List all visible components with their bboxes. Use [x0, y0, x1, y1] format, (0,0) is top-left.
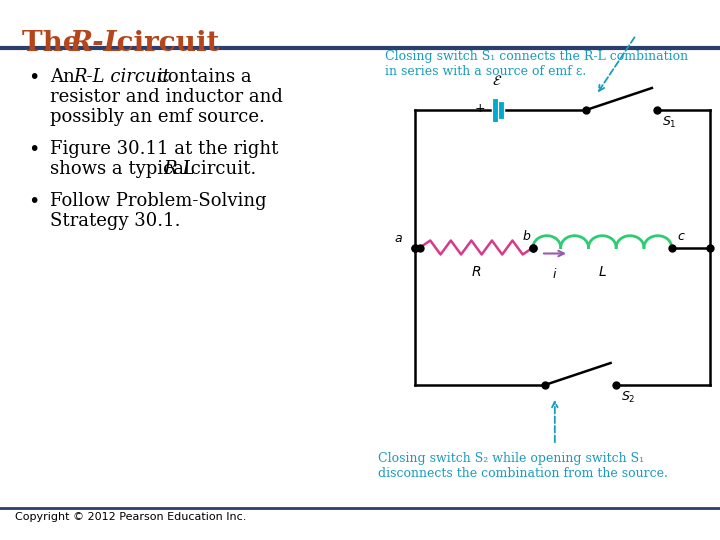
Text: Copyright © 2012 Pearson Education Inc.: Copyright © 2012 Pearson Education Inc.: [15, 512, 246, 522]
Text: $L$: $L$: [598, 266, 607, 280]
Text: •: •: [28, 192, 40, 211]
Text: $b$: $b$: [522, 228, 531, 242]
Text: $a$: $a$: [394, 232, 403, 245]
Text: contains a: contains a: [152, 68, 251, 86]
Text: $c$: $c$: [677, 230, 685, 242]
Text: shows a typical: shows a typical: [50, 160, 196, 178]
Text: $\mathcal{E}$: $\mathcal{E}$: [492, 74, 503, 88]
Text: circuit: circuit: [107, 30, 220, 57]
Text: R-L circuit: R-L circuit: [73, 68, 170, 86]
Text: resistor and inductor and: resistor and inductor and: [50, 88, 283, 106]
Text: Strategy 30.1.: Strategy 30.1.: [50, 212, 181, 230]
Text: possibly an emf source.: possibly an emf source.: [50, 108, 265, 126]
Text: The: The: [22, 30, 90, 57]
Text: circuit.: circuit.: [185, 160, 256, 178]
Text: Closing switch S₁ connects the R-L combination
in series with a source of emf ε.: Closing switch S₁ connects the R-L combi…: [385, 50, 688, 78]
Text: $S_2$: $S_2$: [621, 390, 635, 405]
Text: $R$: $R$: [472, 266, 482, 280]
Text: •: •: [28, 68, 40, 87]
Text: +: +: [475, 102, 485, 114]
Text: Follow Problem-Solving: Follow Problem-Solving: [50, 192, 266, 210]
Text: Closing switch S₂ while opening switch S₁
disconnects the combination from the s: Closing switch S₂ while opening switch S…: [378, 452, 668, 480]
Text: $S_1$: $S_1$: [662, 115, 677, 130]
Text: Figure 30.11 at the right: Figure 30.11 at the right: [50, 140, 279, 158]
Text: $i$: $i$: [552, 267, 558, 281]
Text: R-L: R-L: [163, 160, 194, 178]
Text: R-L: R-L: [70, 30, 124, 57]
Text: An: An: [50, 68, 81, 86]
Text: •: •: [28, 140, 40, 159]
